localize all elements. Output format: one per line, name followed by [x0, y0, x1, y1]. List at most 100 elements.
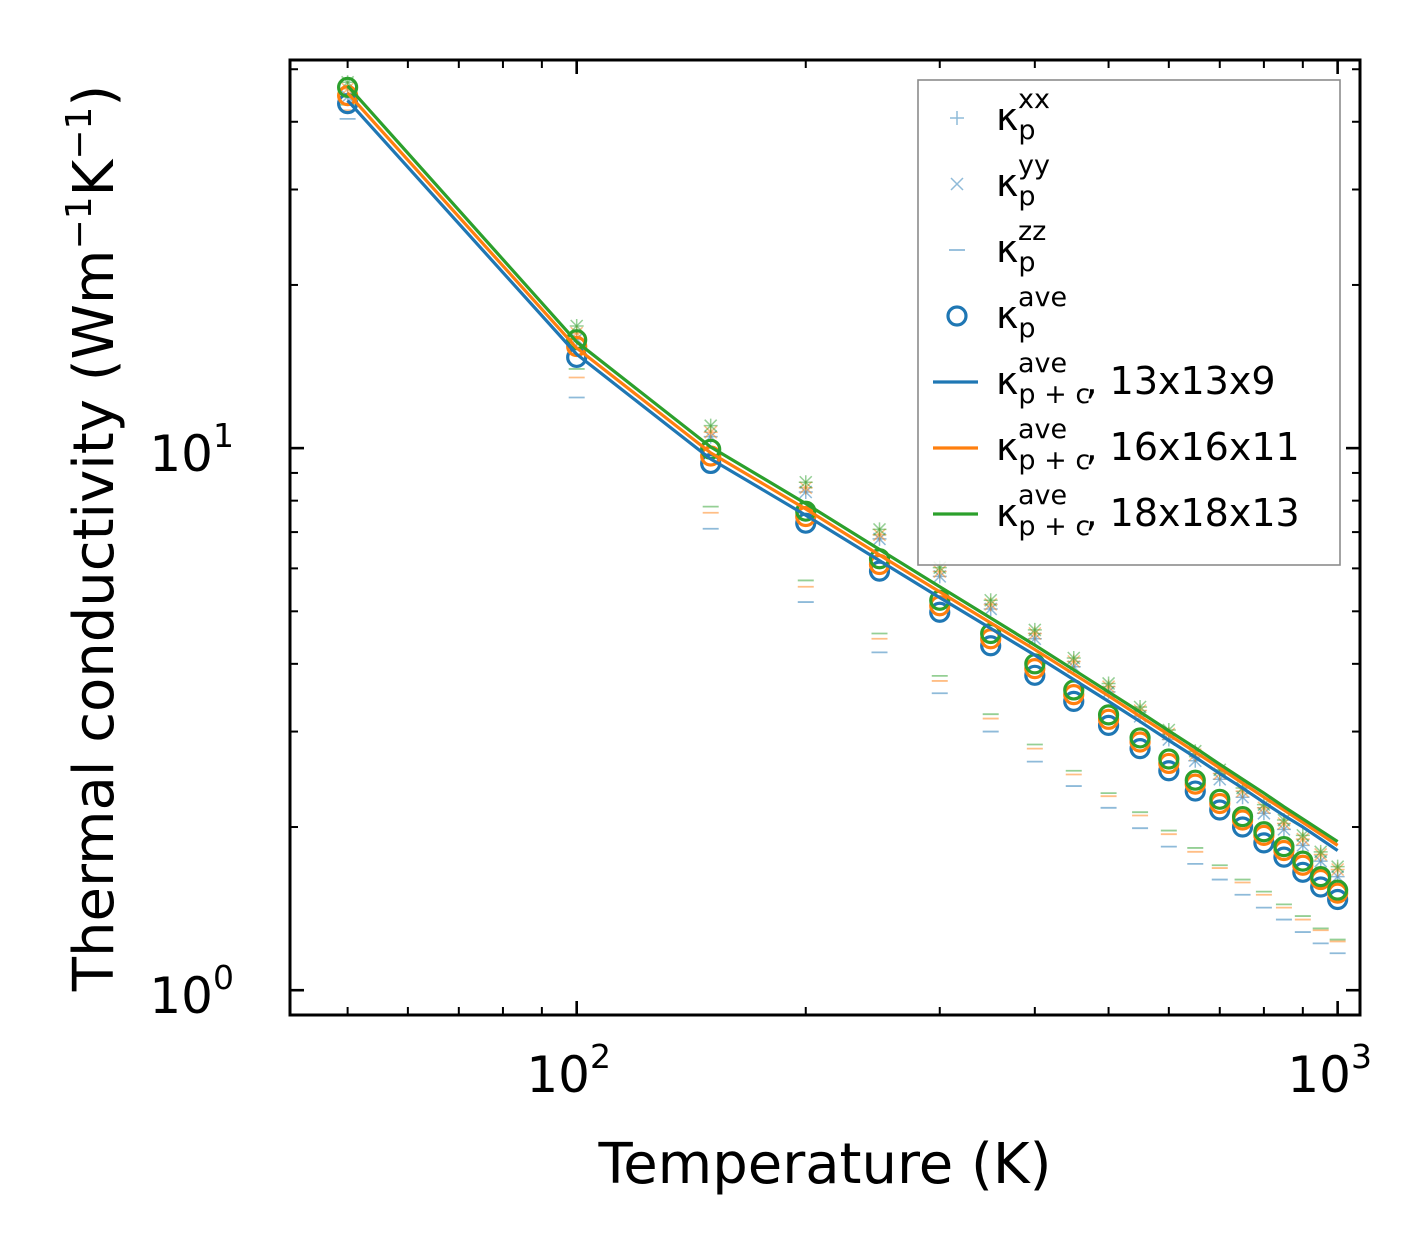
- legend-circle-marker: [946, 305, 968, 327]
- legend-entry: κpxx: [950, 84, 1050, 146]
- kave-point: [1209, 788, 1231, 810]
- kave-point: [1129, 727, 1151, 749]
- legend-suffix: , 13x13x9: [1086, 359, 1276, 403]
- legend-kappa: κ: [996, 491, 1018, 535]
- series-mesh-16x16x11: [339, 109, 1346, 943]
- kave-point: [1184, 769, 1206, 791]
- legend-entry: κpave: [946, 282, 1067, 344]
- legend-superscript: ave: [1018, 348, 1067, 379]
- legend-superscript: ave: [1018, 414, 1067, 445]
- kave-point: [1097, 704, 1120, 726]
- legend-subscript: p: [1018, 181, 1035, 212]
- kave-point: [1024, 664, 1046, 686]
- kyy-point: [1067, 651, 1081, 665]
- x-tick-label-base: 10: [1287, 1046, 1351, 1104]
- legend-kappa: κ: [996, 227, 1018, 271]
- kave-point: [1129, 738, 1151, 760]
- kave-point: [1184, 780, 1206, 802]
- x-tick-label-exponent: 3: [1351, 1037, 1372, 1076]
- legend-superscript: ave: [1018, 480, 1067, 511]
- kave-point: [1273, 846, 1295, 868]
- kyy-point: [1314, 845, 1328, 859]
- x-tick-label-base: 10: [526, 1046, 590, 1104]
- kave-point: [1063, 690, 1085, 713]
- legend-superscript: yy: [1018, 150, 1050, 181]
- legend-label: κp + cave , 16x16x11: [996, 414, 1300, 476]
- legend-kappa: κ: [996, 425, 1018, 469]
- kyy-point: [799, 475, 813, 489]
- x-tick-label: 103: [1287, 1037, 1372, 1104]
- legend-subscript: p: [1018, 313, 1035, 344]
- legend-superscript: xx: [1018, 84, 1050, 115]
- legend-entry: κp + cave , 16x16x11: [933, 414, 1300, 476]
- kave-point: [1158, 748, 1180, 770]
- y-tick-label-base: 10: [149, 967, 213, 1025]
- kave-point: [929, 601, 951, 623]
- kave-point: [1327, 879, 1349, 901]
- kave-point: [337, 76, 359, 98]
- legend-suffix: , 18x18x13: [1086, 491, 1300, 535]
- kpc-line-18x18x13: [346, 84, 1339, 843]
- kave-point: [1292, 850, 1314, 872]
- legend-subscript: p: [1018, 247, 1035, 278]
- kyy-point: [1277, 813, 1291, 827]
- kave-point: [1253, 832, 1275, 854]
- legend-subscript: p + c: [1018, 379, 1090, 410]
- x-tick-label: 102: [526, 1037, 611, 1104]
- y-tick-label-exponent: 1: [213, 416, 234, 455]
- legend-label: κp + cave , 18x18x13: [996, 480, 1300, 542]
- legend-kappa: κ: [996, 95, 1018, 139]
- kyy-point: [984, 593, 998, 607]
- kave-point: [1310, 866, 1332, 888]
- series-mesh-13x13x9: [339, 117, 1346, 955]
- kave-point: [1273, 836, 1295, 858]
- kave-point: [1253, 821, 1275, 843]
- kave-point: [1231, 806, 1254, 828]
- kave-point: [1209, 799, 1231, 821]
- legend-cross-marker: [950, 177, 964, 191]
- legend-label: κp + cave , 13x13x9: [996, 348, 1276, 410]
- legend-subscript: p + c: [1018, 445, 1090, 476]
- legend-label: κpyy: [996, 150, 1050, 212]
- y-axis-label: Thermal conductivity (Wm−1K−1): [59, 85, 127, 992]
- legend-subscript: p + c: [1018, 511, 1090, 542]
- legend-plus-marker: [950, 111, 964, 125]
- kyy-point: [1102, 676, 1116, 690]
- legend-label: κpxx: [996, 84, 1050, 146]
- kpc-line-13x13x9: [346, 99, 1339, 852]
- legend-superscript: ave: [1018, 282, 1067, 313]
- legend-kappa: κ: [996, 293, 1018, 337]
- kave-point: [1327, 888, 1349, 911]
- legend-entry: κp + cave , 18x18x13: [933, 480, 1300, 542]
- legend-suffix: , 16x16x11: [1086, 425, 1300, 469]
- plot-area: [337, 75, 1349, 955]
- y-tick-label-base: 10: [149, 425, 213, 483]
- kpc-line-16x16x11: [346, 91, 1339, 847]
- legend-superscript: zz: [1018, 216, 1046, 247]
- kave-point: [1158, 760, 1180, 782]
- y-tick-label: 101: [149, 416, 234, 483]
- kyy-point: [872, 522, 887, 536]
- plot-frame: [288, 58, 1362, 1017]
- legend-kappa: κ: [996, 161, 1018, 205]
- y-tick-label-exponent: 0: [213, 958, 234, 997]
- kyy-point: [1331, 860, 1345, 874]
- legend-label: κpzz: [996, 216, 1046, 278]
- legend-entry: κpyy: [950, 150, 1050, 212]
- legend-entry: κpzz: [949, 216, 1046, 278]
- kave-point: [1231, 816, 1254, 838]
- data-layer: [337, 75, 1349, 955]
- x-tick-label-exponent: 2: [590, 1037, 611, 1076]
- kave-point: [980, 635, 1002, 657]
- legend-subscript: p: [1018, 115, 1035, 146]
- y-tick-label: 100: [149, 958, 234, 1025]
- kyy-point: [1028, 623, 1042, 637]
- legend-frame: [917, 79, 1341, 566]
- legend-entry: κp + cave , 13x13x9: [933, 348, 1276, 410]
- kyy-point: [704, 419, 718, 433]
- legend-label: κpave: [996, 282, 1067, 344]
- kave-point: [1097, 714, 1120, 736]
